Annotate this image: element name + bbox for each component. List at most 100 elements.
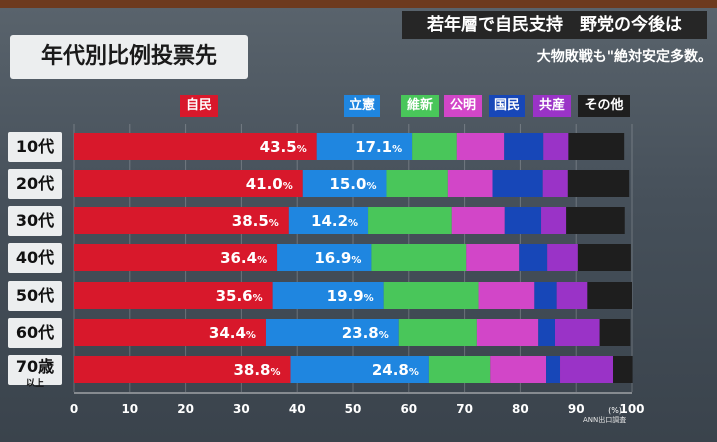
bar-segment-2	[316, 133, 413, 160]
data-label: 19.9%	[327, 287, 374, 305]
bar-segment-1	[74, 282, 273, 309]
bar-segment-2	[290, 356, 429, 383]
bar-segment-7	[567, 170, 630, 197]
x-tick-label: 20	[177, 402, 194, 416]
bar-segment-4	[478, 282, 535, 309]
x-tick-label: 40	[289, 402, 306, 416]
bar-segment-5	[492, 170, 543, 197]
bar-segment-1	[74, 356, 291, 383]
row-label: 20代	[8, 169, 62, 199]
bar-segment-7	[577, 244, 631, 271]
bar-segment-3	[368, 207, 452, 234]
bar-segment-5	[546, 356, 561, 383]
bar-segment-4	[456, 133, 505, 160]
row-label-main: 10代	[15, 137, 55, 156]
bar-segment-6	[556, 282, 588, 309]
bar-segment-3	[412, 133, 457, 160]
row-label-main: 40代	[15, 248, 55, 267]
legend-item: 公明	[444, 95, 482, 117]
bar-segment-5	[504, 207, 542, 234]
data-label: 14.2%	[311, 212, 358, 230]
x-tick-label: 30	[233, 402, 250, 416]
bar-segment-1	[74, 244, 278, 271]
headline-banner: 若年層で自民支持 野党の今後は	[402, 11, 707, 39]
bar-segment-2	[302, 170, 387, 197]
row-label-main: 60代	[15, 323, 55, 342]
x-tick-label: 90	[568, 402, 585, 416]
data-label: 17.1%	[355, 138, 402, 156]
bar-segment-3	[398, 319, 477, 346]
bar-segment-1	[74, 170, 303, 197]
bar-segment-3	[386, 170, 448, 197]
bar-segment-4	[490, 356, 547, 383]
data-label: 23.8%	[342, 324, 389, 342]
bar-segment-6	[554, 319, 600, 346]
data-label: 36.4%	[220, 249, 267, 267]
bar-segment-5	[519, 244, 548, 271]
data-label: 16.9%	[314, 249, 361, 267]
data-label: 41.0%	[246, 175, 293, 193]
row-label: 50代	[8, 281, 62, 311]
row-label-main: 70歳	[15, 357, 55, 376]
x-tick-label: 100	[619, 402, 644, 416]
bar-segment-7	[599, 319, 631, 346]
data-label: 24.8%	[372, 361, 419, 379]
data-label: 43.5%	[260, 138, 307, 156]
bar-segment-3	[371, 244, 467, 271]
chart-title: 年代別比例投票先	[40, 44, 217, 69]
x-tick-label: 10	[121, 402, 138, 416]
source-credit: ANN出口調査	[583, 416, 627, 424]
bar-segment-3	[383, 282, 479, 309]
bar-segment-6	[560, 356, 614, 383]
legend-item: その他	[578, 95, 630, 117]
row-label-main: 30代	[15, 211, 55, 230]
bar-segment-7	[568, 133, 625, 160]
legend-item: 維新	[401, 95, 439, 117]
data-label: 38.8%	[233, 361, 280, 379]
bar-segment-5	[504, 133, 544, 160]
data-label: 15.0%	[329, 175, 376, 193]
bar-segment-4	[476, 319, 539, 346]
legend-item: 国民	[489, 95, 525, 117]
bar-segment-1	[74, 319, 266, 346]
bar-segment-6	[547, 244, 578, 271]
x-axis-unit: (%)	[608, 406, 622, 415]
bar-segment-6	[543, 133, 569, 160]
bar-segment-4	[466, 244, 520, 271]
bar-segment-2	[277, 244, 372, 271]
bar-segment-2	[272, 282, 384, 309]
bar-segment-5	[534, 282, 557, 309]
row-label: 40代	[8, 243, 62, 273]
monitor-bezel	[0, 0, 717, 8]
legend-item: 自民	[180, 95, 218, 117]
x-tick-label: 0	[70, 402, 78, 416]
bar-segment-6	[542, 170, 568, 197]
x-tick-label: 80	[512, 402, 529, 416]
bar-segment-2	[288, 207, 369, 234]
subheadline: 大物敗戦も"絶対安定多数。	[536, 49, 712, 65]
bar-segment-3	[428, 356, 491, 383]
bar-segment-1	[74, 133, 317, 160]
data-label: 38.5%	[232, 212, 279, 230]
row-label: 70歳以上	[8, 355, 62, 389]
bar-segment-5	[538, 319, 555, 346]
data-label: 35.6%	[216, 287, 263, 305]
bar-segment-7	[566, 207, 625, 234]
x-tick-label: 50	[345, 402, 362, 416]
row-label-main: 20代	[15, 174, 55, 193]
row-label: 10代	[8, 132, 62, 162]
row-label-sub: 以上	[25, 379, 44, 389]
bar-segment-7	[587, 282, 632, 309]
legend-item: 立憲	[344, 95, 380, 117]
bar-segment-7	[613, 356, 633, 383]
x-tick-label: 70	[456, 402, 473, 416]
bar-segment-6	[541, 207, 567, 234]
data-label: 34.4%	[209, 324, 256, 342]
row-label-main: 50代	[15, 286, 55, 305]
bar-segment-4	[447, 170, 493, 197]
chart-title-box: 年代別比例投票先	[10, 35, 248, 79]
bar-segment-1	[74, 207, 289, 234]
row-label: 30代	[8, 206, 62, 236]
bar-segment-4	[451, 207, 505, 234]
